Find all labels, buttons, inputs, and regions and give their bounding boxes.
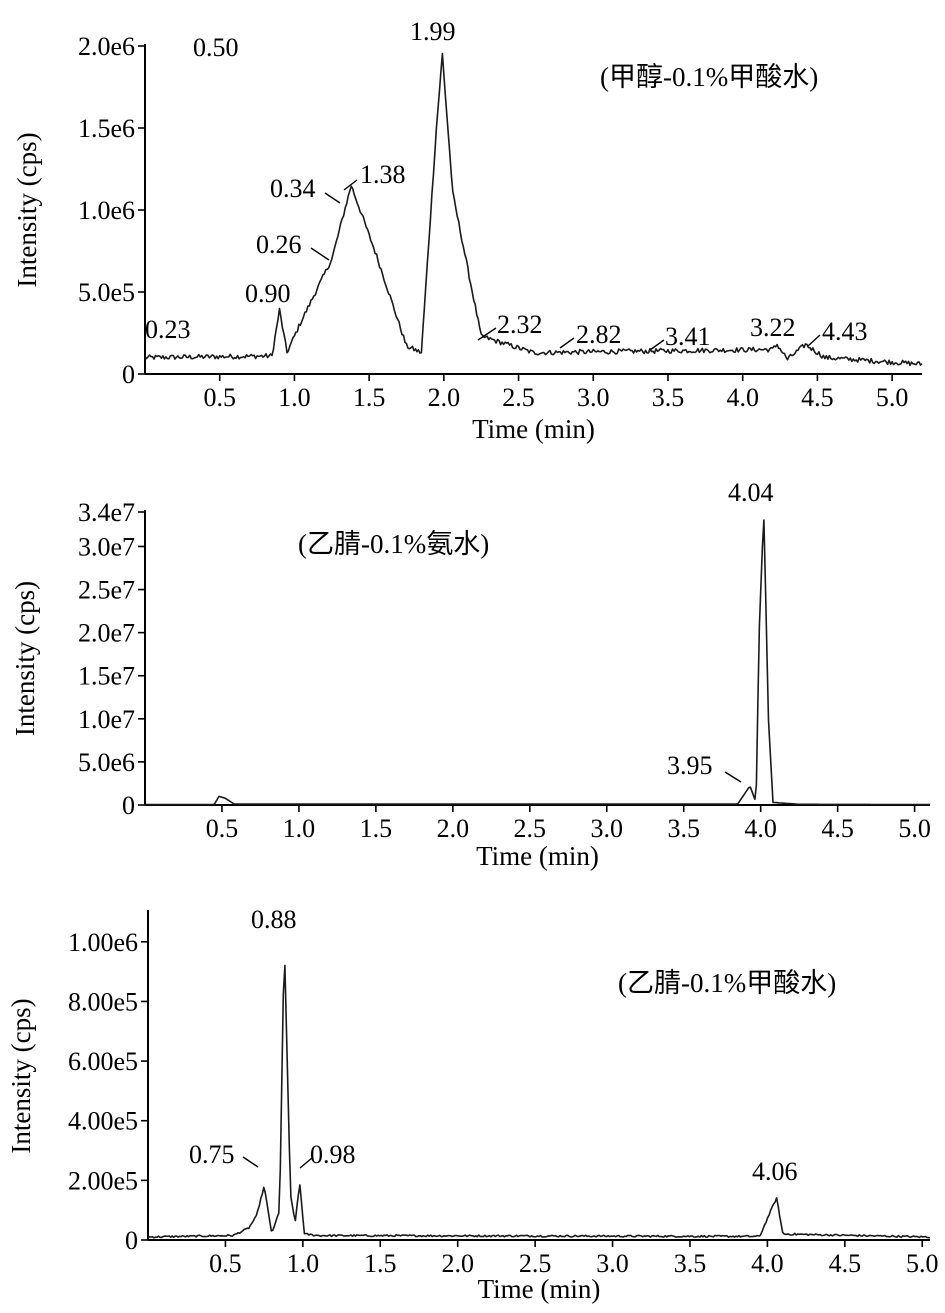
- x-tick-label: 0.5: [209, 1249, 242, 1278]
- mobile-phase-label: (乙腈-0.1%甲酸水): [618, 968, 836, 998]
- x-tick-label: 4.5: [821, 814, 854, 843]
- x-tick-label: 3.0: [577, 383, 610, 412]
- y-tick-label: 2.0e6: [78, 32, 135, 61]
- y-tick-label: 8.00e5: [68, 987, 138, 1016]
- y-tick-label: 0: [122, 360, 135, 389]
- y-tick-label: 3.4e7: [78, 498, 135, 527]
- peak-leader-line: [477, 327, 497, 341]
- peak-label: 0.23: [145, 315, 191, 344]
- peak-label: 3.95: [667, 751, 713, 780]
- x-tick-label: 2.5: [514, 814, 547, 843]
- x-tick-label: 3.5: [652, 383, 685, 412]
- x-tick-label: 2.5: [519, 1249, 552, 1278]
- peak-label: 0.88: [251, 905, 297, 934]
- peak-label: 1.99: [410, 17, 456, 46]
- x-tick-label: 2.0: [437, 814, 470, 843]
- peak-label: 2.32: [497, 310, 543, 339]
- x-tick-label: 1.0: [278, 383, 311, 412]
- x-tick-label: 4.5: [801, 383, 834, 412]
- y-tick-label: 2.5e7: [78, 576, 135, 605]
- y-tick-label: 2.0e7: [78, 619, 135, 648]
- y-tick-label: 1.5e7: [78, 662, 135, 691]
- y-tick-label: 5.0e6: [78, 748, 135, 777]
- peak-leader-line: [343, 179, 358, 191]
- x-tick-label: 0.5: [203, 383, 236, 412]
- y-axis-title: Intensity (cps): [10, 581, 40, 736]
- peak-label: 0.34: [270, 174, 316, 203]
- peak-label: 0.90: [245, 279, 291, 308]
- peak-label: 0.50: [193, 33, 239, 62]
- x-tick-label: 5.0: [876, 383, 909, 412]
- x-axis-title: Time (min): [478, 1274, 601, 1304]
- x-tick-label: 4.0: [726, 383, 759, 412]
- x-tick-label: 0.5: [206, 814, 239, 843]
- peak-leader-line: [559, 337, 575, 349]
- y-tick-label: 1.5e6: [78, 114, 135, 143]
- peak-leader-line: [242, 1156, 259, 1168]
- peak-leader-line: [807, 334, 821, 347]
- x-tick-label: 2.0: [441, 1249, 474, 1278]
- chart-panel-2: 0 5.0e6 1.0e7 1.5e7 2.0e7 2.5e7 3.0e7 3.4e7 0.5 1…: [10, 478, 931, 871]
- peak-label: 3.41: [665, 322, 711, 351]
- x-tick-label: 2.5: [502, 383, 535, 412]
- x-tick-label: 1.5: [353, 383, 386, 412]
- y-tick-label: 6.00e5: [68, 1047, 138, 1076]
- x-tick-label: 1.0: [287, 1249, 320, 1278]
- y-tick-label: 3.0e7: [78, 532, 135, 561]
- peak-leader-line: [649, 339, 665, 351]
- y-tick-label: 0: [122, 791, 135, 820]
- peak-leader-line: [299, 1157, 313, 1169]
- y-tick-label: 1.00e6: [68, 928, 138, 957]
- y-axis-title: Intensity (cps): [12, 132, 42, 287]
- x-tick-label: 1.5: [360, 814, 393, 843]
- x-tick-label: 2.0: [428, 383, 461, 412]
- x-tick-label: 4.0: [751, 1249, 784, 1278]
- y-tick-label: 1.0e6: [78, 196, 135, 225]
- x-tick-label: 4.0: [744, 814, 777, 843]
- y-tick-label: 2.00e5: [68, 1166, 138, 1195]
- chart-panel-3: 0 2.00e5 4.00e5 6.00e5 8.00e5 1.00e6 0.5 1.0 1.5…: [6, 905, 939, 1304]
- peak-label: 2.82: [576, 320, 622, 349]
- peak-label: 0.26: [256, 230, 302, 259]
- y-axis-title: Intensity (cps): [6, 998, 36, 1153]
- x-tick-label: 3.5: [667, 814, 700, 843]
- y-tick-label: 1.0e7: [78, 705, 135, 734]
- peak-label: 4.06: [752, 1157, 798, 1186]
- x-tick-label: 1.0: [283, 814, 316, 843]
- peak-label: 3.22: [750, 313, 796, 342]
- y-tick-label: 0: [125, 1226, 138, 1255]
- chart-panel-1: 0 5.0e5 1.0e6 1.5e6 2.0e6 0.5 1.0 1.5 2.0 2.5 3.0 3…: [12, 17, 923, 444]
- y-tick-label: 4.00e5: [68, 1107, 138, 1136]
- peak-leader-line: [724, 771, 742, 783]
- chromatogram-trace: [145, 519, 930, 806]
- x-axis-title: Time (min): [472, 414, 595, 444]
- chart-panels: 0 5.0e5 1.0e6 1.5e6 2.0e6 0.5 1.0 1.5 2.0 2.5 3.0 3…: [6, 17, 939, 1304]
- x-tick-label: 3.5: [674, 1249, 707, 1278]
- chromatogram-trace: [147, 964, 930, 1239]
- x-tick-label: 3.0: [591, 814, 624, 843]
- x-tick-label: 5.0: [898, 814, 931, 843]
- x-axis-title: Time (min): [476, 841, 599, 871]
- peak-leader-line: [310, 247, 330, 261]
- x-tick-label: 4.5: [829, 1249, 862, 1278]
- peak-leader-line: [324, 192, 341, 204]
- mobile-phase-label: (甲醇-0.1%甲酸水): [600, 62, 818, 92]
- y-tick-label: 5.0e5: [78, 278, 135, 307]
- chromatogram-trace: [144, 52, 923, 367]
- peak-label: 1.38: [360, 160, 406, 189]
- mobile-phase-label: (乙腈-0.1%氨水): [298, 529, 489, 559]
- x-tick-label: 1.5: [364, 1249, 397, 1278]
- x-tick-label: 3.0: [596, 1249, 629, 1278]
- peak-label: 4.04: [728, 478, 774, 507]
- x-tick-label: 5.0: [906, 1249, 939, 1278]
- peak-label: 4.43: [822, 317, 868, 346]
- peak-label: 0.98: [310, 1140, 356, 1169]
- peak-label: 0.75: [189, 1140, 235, 1169]
